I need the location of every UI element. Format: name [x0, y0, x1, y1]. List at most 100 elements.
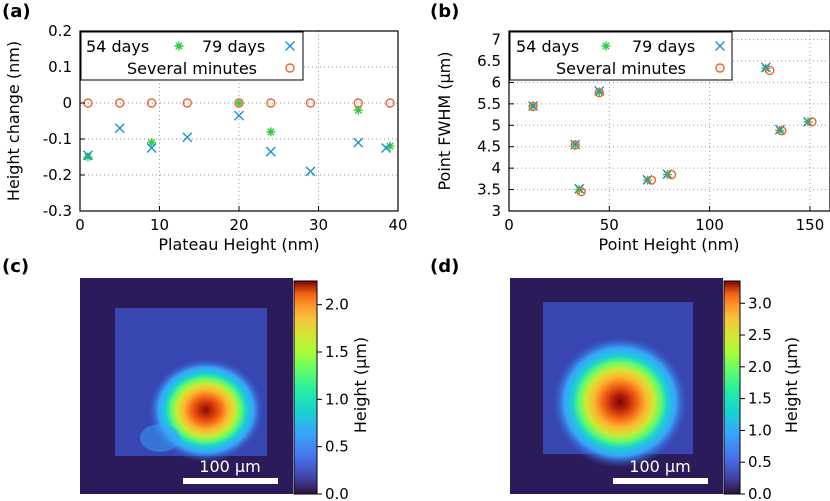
panel-label-d: (d) — [430, 256, 459, 277]
colorbar-d-label: Height (µm) — [782, 337, 801, 433]
chart-a-point-circle — [83, 98, 93, 108]
heatmap-c-scalebar — [183, 478, 278, 484]
chart-a-legend-marker — [285, 41, 295, 51]
chart-a-point-asterisk — [385, 141, 395, 151]
chart-b-ytick-label: 6.5 — [477, 52, 501, 70]
chart-a-point-asterisk — [266, 127, 276, 137]
chart-b-point-circle — [570, 140, 580, 150]
colorbar-tick-label: 0.0 — [748, 485, 772, 501]
heatmap-c-tail — [140, 424, 180, 452]
colorbar-c-label: Height (µm) — [351, 337, 370, 433]
chart-a-xtick-label: 30 — [309, 216, 328, 234]
chart-b-xtick-label: 50 — [600, 216, 619, 234]
colorbar-d — [723, 280, 741, 495]
chart-a-ytick-label: -0.1 — [43, 130, 72, 148]
chart-a-xlabel: Plateau Height (nm) — [158, 235, 319, 254]
chart-b-xlabel: Point Height (nm) — [599, 235, 740, 254]
chart-b-point-x — [594, 86, 605, 96]
chart-b-legend-54days-marker — [601, 41, 611, 51]
chart-b-ylabel: Point FWHM (µm) — [435, 51, 454, 190]
colorbar-tick-label: 1.0 — [325, 390, 349, 408]
colorbar-c — [293, 280, 318, 495]
chart-a-point-circle — [115, 98, 125, 108]
chart-b-legend-79days: 79 days — [632, 37, 695, 56]
chart-a-legend-79days: 79 days — [202, 37, 265, 56]
colorbar-tick-label: 2.0 — [325, 296, 349, 314]
colorbar-tick-label: 2.5 — [748, 326, 772, 344]
chart-a-point-asterisk — [147, 138, 157, 148]
chart-b-ytick-label: 4.5 — [477, 138, 501, 156]
chart-a-legend: 54 days 79 days Several minutes — [80, 31, 304, 81]
chart-b-legend: 54 days 79 days Several minutes — [509, 31, 733, 81]
chart-b-legend-marker — [715, 63, 725, 73]
chart-a-point-circle — [266, 98, 276, 108]
chart-b-point-circle — [777, 126, 787, 136]
chart-b-point-circle — [807, 117, 817, 127]
chart-b-point-circle — [666, 169, 677, 180]
chart-a-point-x — [234, 110, 244, 121]
chart-a-point-circle — [146, 98, 157, 108]
colorbar-tick-label: 0.0 — [325, 485, 349, 501]
heatmap-d: 100 µm 0.0 0.5 1.0 1.5 2.0 2.5 3.0 Height (µm) — [510, 278, 801, 501]
chart-a-legend-minutes-marker — [285, 63, 295, 73]
chart-a-ytick-label: 0 — [62, 94, 72, 112]
chart-b-ytick-label: 3.5 — [477, 181, 501, 199]
chart-a-point-x — [353, 137, 364, 148]
chart-b-ytick-label: 7 — [491, 31, 501, 49]
chart-b-xtick-label: 150 — [796, 216, 825, 234]
chart-a-xtick-label: 20 — [229, 216, 248, 234]
chart-b-point-circle — [528, 101, 538, 112]
chart-a-legend-54days-marker — [174, 41, 184, 51]
chart-a-legend-79days-marker — [285, 41, 295, 51]
chart-a-xtick-label: 40 — [388, 216, 407, 234]
chart-a: 0 10 20 30 40 -0.3 -0.2 -0.1 0 0.1 0.2 Plateau Hei… — [4, 22, 408, 254]
chart-a-legend-marker — [285, 63, 295, 73]
chart-a-xtick-label: 10 — [150, 216, 169, 234]
chart-b-ytick-label: 5.5 — [477, 95, 501, 113]
chart-a-point-asterisk — [83, 152, 93, 162]
chart-a-xtick-label: 0 — [75, 216, 85, 234]
colorbar-tick-label: 0.5 — [748, 453, 772, 471]
chart-a-point-x — [82, 150, 93, 161]
chart-b-point-circle — [646, 175, 657, 185]
chart-b-ytick-label: 6 — [491, 73, 501, 91]
colorbar-tick-label: 1.5 — [325, 343, 349, 361]
chart-b-legend-minutes: Several minutes — [556, 59, 686, 78]
chart-a-point-circle — [305, 98, 316, 108]
chart-a-legend-minutes: Several minutes — [127, 59, 257, 78]
chart-a-ytick-label: -0.3 — [43, 202, 72, 220]
chart-a-point-x — [146, 143, 157, 153]
chart-b-xtick-label: 0 — [504, 216, 514, 234]
chart-b-ytick-label: 3 — [491, 202, 501, 220]
colorbar-tick-label: 2.0 — [748, 358, 772, 376]
panel-label-a: (a) — [2, 1, 31, 22]
chart-b-point-x — [760, 62, 771, 73]
chart-b-legend-79days-marker — [715, 41, 725, 51]
chart-a-point-x — [265, 146, 276, 157]
chart-a-point-asterisk — [353, 105, 363, 115]
colorbar-tick-label: 1.0 — [748, 421, 772, 439]
chart-a-ytick-label: 0.2 — [48, 22, 72, 40]
chart-b-ytick-label: 5 — [491, 116, 501, 134]
heatmap-c: 100 µm 0.0 0.5 1.0 1.5 2.0 Height (µm) — [80, 278, 370, 501]
heatmap-c-scalebar-label: 100 µm — [199, 457, 260, 476]
chart-b-frame — [508, 30, 830, 212]
chart-a-ytick-label: 0.1 — [48, 58, 72, 76]
chart-a-point-x — [381, 143, 392, 153]
chart-b-point-circle — [765, 65, 775, 76]
chart-b-legend-marker — [601, 41, 611, 51]
chart-a-point-circle — [385, 98, 395, 108]
chart-a-point-asterisk — [234, 98, 244, 108]
chart-b-point-circle — [576, 187, 586, 197]
chart-a-legend-54days: 54 days — [86, 37, 149, 56]
chart-a-point-x — [114, 123, 125, 134]
panel-label-b: (b) — [430, 1, 459, 22]
chart-b-xtick-label: 100 — [695, 216, 724, 234]
chart-b-legend-54days: 54 days — [516, 37, 579, 56]
chart-a-ytick-label: -0.2 — [43, 166, 72, 184]
chart-a-point-x — [305, 166, 316, 177]
colorbar-tick-label: 3.0 — [748, 294, 772, 312]
chart-a-legend-marker — [174, 41, 184, 51]
chart-a-point-circle — [353, 98, 363, 108]
